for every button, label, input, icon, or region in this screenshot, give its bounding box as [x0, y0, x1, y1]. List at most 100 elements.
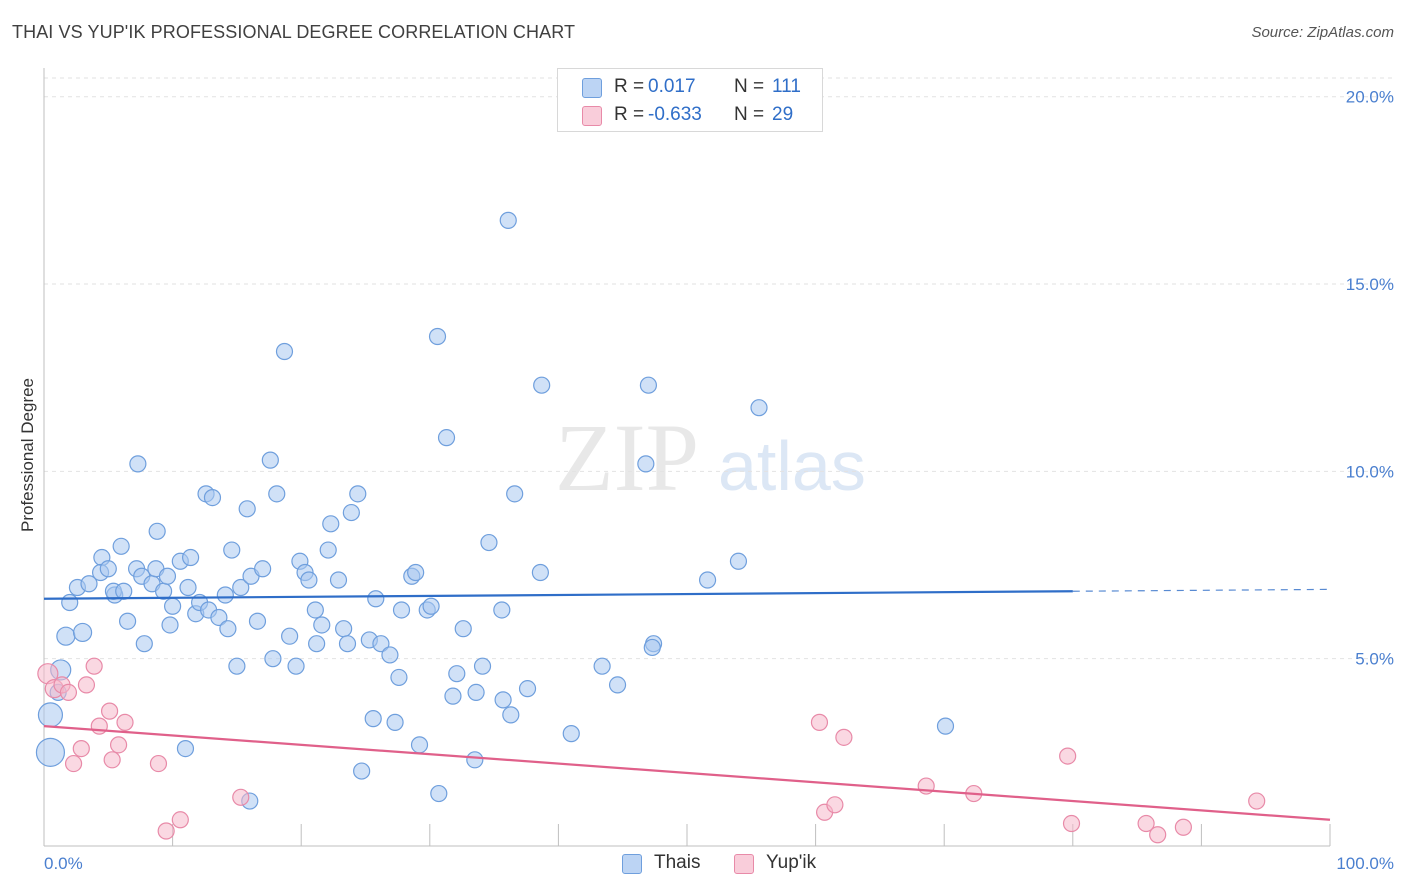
data-point-thais — [750, 399, 768, 417]
data-point-thais — [182, 548, 200, 567]
data-point-thais — [386, 713, 404, 731]
data-point-thais — [729, 552, 748, 570]
data-point-thais — [72, 622, 93, 643]
legend-r-label: R = — [614, 104, 645, 125]
legend-n-label: N = — [734, 104, 765, 125]
data-point-thais — [533, 376, 551, 394]
data-point-thais — [264, 650, 282, 668]
data-point-thais — [37, 702, 64, 728]
data-point-thais — [158, 567, 177, 585]
data-point-thais — [254, 560, 272, 578]
data-point-yupik — [826, 796, 844, 814]
data-point-yupik — [103, 751, 121, 769]
data-point-thais — [99, 560, 117, 578]
data-point-thais — [35, 737, 66, 767]
trend-lines — [43, 588, 1331, 821]
legend-n-value: 29 — [772, 104, 794, 125]
axes — [43, 68, 1331, 847]
data-point-thais — [281, 627, 299, 645]
series-yupik-points — [37, 657, 1266, 844]
y-tick-label: 20.0% — [1346, 88, 1394, 107]
data-point-thais — [179, 578, 197, 597]
data-point-yupik — [835, 728, 853, 746]
data-point-thais — [518, 680, 537, 698]
legend-r-value: 0.017 — [648, 76, 696, 97]
data-point-thais — [506, 485, 524, 503]
data-point-thais — [300, 571, 318, 589]
data-point-thais — [118, 612, 137, 630]
data-point-thais — [338, 635, 357, 653]
x-tick-labels: 0.0% 100.0% — [44, 854, 1394, 873]
bottom-legend-label-thais: Thais — [654, 852, 701, 873]
data-point-thais — [372, 635, 390, 653]
watermark: ZIP atlas — [555, 404, 866, 511]
bottom-legend-swatch-thais — [622, 854, 642, 874]
data-point-thais — [698, 571, 717, 589]
data-point-thais — [342, 503, 360, 522]
data-point-yupik — [59, 683, 78, 702]
data-point-thais — [367, 590, 385, 608]
data-point-thais — [306, 601, 324, 619]
data-point-yupik — [171, 811, 189, 829]
data-point-thais — [112, 537, 130, 555]
data-point-thais — [637, 455, 655, 473]
data-point-thais — [353, 762, 371, 780]
data-point-thais — [287, 657, 305, 675]
data-point-yupik — [810, 713, 829, 731]
data-point-yupik — [72, 739, 90, 758]
data-point-thais — [164, 597, 182, 615]
data-point-thais — [437, 429, 456, 447]
data-point-thais — [223, 541, 241, 559]
bottom-legend-label-yupik: Yup'ik — [766, 852, 817, 873]
data-point-thais — [176, 739, 195, 758]
data-point-thais — [531, 563, 549, 582]
data-point-yupik — [1062, 814, 1081, 833]
data-point-yupik — [109, 736, 128, 754]
legend-swatch-yupik — [582, 106, 602, 126]
data-point-yupik — [64, 754, 83, 773]
data-point-thais — [494, 691, 512, 709]
data-point-thais — [364, 710, 382, 728]
legend-row-yupik: R = -0.633 N = 29 — [558, 101, 822, 129]
data-point-thais — [499, 211, 517, 229]
data-point-thais — [502, 706, 520, 724]
data-point-thais — [275, 342, 294, 361]
data-point-thais — [448, 665, 466, 683]
legend-r-value: -0.633 — [648, 104, 702, 125]
y-tick-label: 5.0% — [1355, 650, 1394, 669]
data-point-thais — [466, 751, 484, 769]
data-point-thais — [238, 500, 256, 518]
data-point-thais — [454, 620, 472, 638]
data-point-thais — [473, 657, 492, 675]
data-point-thais — [219, 620, 237, 638]
data-point-thais — [480, 533, 498, 552]
watermark-zip: ZIP — [555, 404, 699, 511]
y-tick-label: 15.0% — [1346, 275, 1394, 294]
data-point-thais — [322, 515, 340, 533]
legend-swatch-thais — [582, 78, 602, 98]
data-point-thais — [115, 582, 133, 600]
correlation-legend: R = 0.017 N = 111 R = -0.633 N = 29 — [557, 68, 823, 132]
chart-title: THAI VS YUP'IK PROFESSIONAL DEGREE CORRE… — [12, 22, 576, 42]
data-point-thais — [428, 327, 447, 346]
data-point-thais — [80, 575, 98, 593]
data-point-thais — [392, 601, 411, 619]
data-point-thais — [608, 676, 627, 694]
data-point-thais — [444, 687, 462, 705]
data-point-thais — [381, 646, 399, 664]
trend-line-thais — [43, 590, 1073, 600]
y-tick-labels: 5.0% 10.0% 15.0% 20.0% — [1346, 88, 1394, 669]
data-point-yupik — [149, 754, 168, 773]
data-point-thais — [232, 578, 250, 597]
watermark-atlas: atlas — [718, 427, 866, 505]
data-point-yupik — [1149, 826, 1167, 844]
data-point-thais — [467, 683, 485, 702]
data-point-thais — [349, 485, 367, 503]
data-point-thais — [210, 608, 228, 627]
data-point-thais — [56, 626, 76, 646]
series-thais-points — [35, 211, 955, 810]
data-point-thais — [430, 784, 448, 803]
data-point-yupik — [1174, 818, 1192, 836]
bottom-legend-swatch-yupik — [734, 854, 754, 874]
